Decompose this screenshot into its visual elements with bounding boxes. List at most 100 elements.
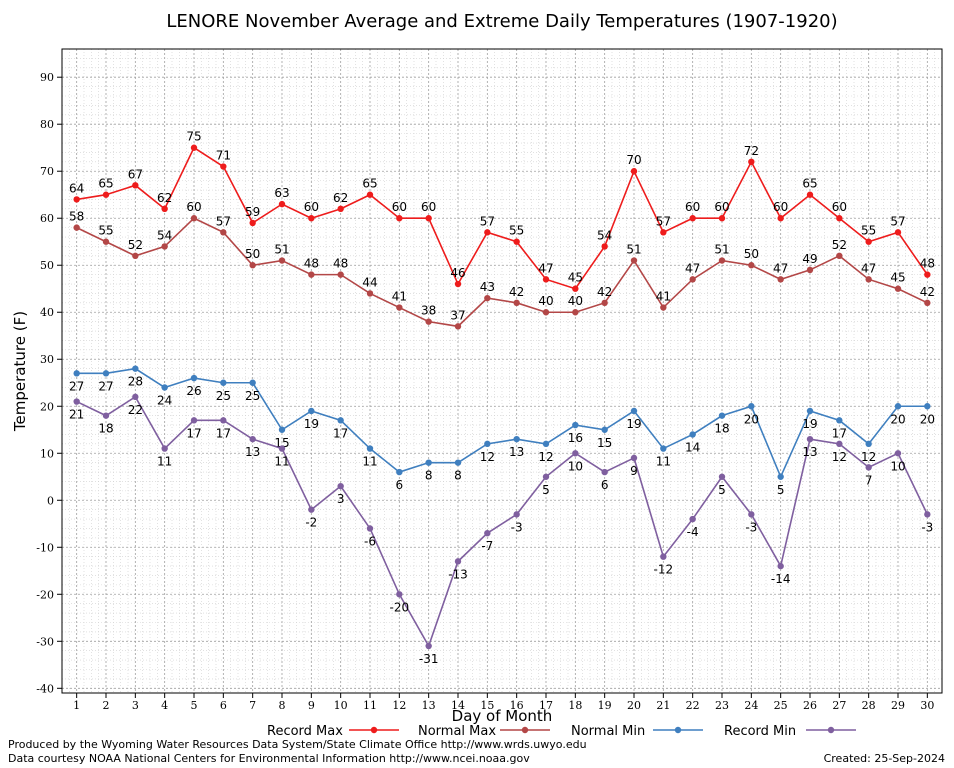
data-point-normal-max [806,266,814,274]
data-point-normal-max [337,271,344,278]
y-tick-label: 50 [40,259,54,272]
data-label-record-max: 48 [920,257,935,271]
data-label-normal-min: 19 [802,417,817,431]
data-point-normal-min [366,445,374,452]
grid-lines [62,48,942,693]
data-label-normal-min: 6 [396,478,404,492]
data-label-normal-min: 17 [333,426,348,440]
y-tick-label: -40 [36,682,54,695]
data-point-record-min [924,511,931,518]
data-label-record-min: 7 [865,473,873,487]
data-label-normal-min: 8 [454,469,462,483]
y-tick-label: 80 [40,118,54,131]
data-label-normal-min: 12 [861,450,876,464]
data-label-normal-min: 18 [714,422,729,436]
x-tick-label: 23 [715,699,729,712]
data-point-normal-min [337,417,344,424]
data-label-normal-max: 51 [626,243,641,257]
y-tick-label: 10 [40,447,54,460]
data-point-record-max [190,144,198,151]
data-label-normal-max: 60 [186,200,201,214]
data-label-normal-min: 17 [832,426,847,440]
data-point-record-max [425,215,432,222]
data-label-record-max: 60 [421,200,436,214]
data-label-normal-max: 57 [216,214,231,228]
data-label-record-max: 47 [538,261,553,275]
data-label-record-max: 55 [861,224,876,238]
data-point-record-max [718,215,726,222]
data-label-record-max: 55 [509,224,524,238]
data-label-normal-min: 11 [656,455,671,469]
data-label-normal-max: 45 [890,271,905,285]
data-point-normal-min [894,403,902,410]
x-axis-title: Day of Month [452,707,553,725]
data-label-record-max: 71 [216,149,231,163]
data-label-normal-max: 40 [568,294,583,308]
legend-marker-record-max [370,726,378,734]
data-label-normal-max: 47 [861,261,876,275]
data-point-normal-min [513,435,520,443]
data-point-record-min [689,515,696,523]
data-point-record-min [572,450,579,457]
series-line-normal-max [76,217,928,328]
footer-data-source: Data courtesy NOAA National Centers for … [8,752,530,765]
data-label-record-min: 21 [69,408,84,422]
data-label-record-max: 60 [714,200,729,214]
data-point-record-min [630,454,638,462]
data-label-record-min: -4 [687,525,699,539]
x-tick-label: 15 [480,699,494,712]
x-tick-label: 27 [832,699,846,712]
data-point-record-max [396,215,403,222]
data-label-record-max: 57 [480,214,495,228]
data-point-record-min [836,440,843,448]
x-tick-label: 29 [891,699,905,712]
data-point-normal-max [513,299,520,307]
data-label-record-min: -2 [305,516,317,530]
data-label-record-max: 59 [245,205,260,219]
data-label-record-max: 62 [157,191,172,205]
data-label-normal-min: 25 [216,389,231,403]
data-label-normal-min: 19 [304,417,319,431]
series-normal-min: 27 27 28 24 26 25 25 15 19 17 11 6 8 8 12 13 12 16 15 19 11 1… [69,365,935,497]
x-tick-label: 30 [920,699,934,712]
data-point-record-max [308,215,315,222]
data-label-record-max: 70 [626,153,641,167]
data-point-normal-max [249,262,256,269]
x-tick-label: 25 [774,699,788,712]
data-label-normal-min: 25 [245,389,260,403]
y-tick-label: 30 [40,353,54,366]
data-point-record-max [73,196,80,203]
data-label-record-max: 65 [362,177,377,191]
data-point-record-max [777,215,784,222]
data-point-record-max [689,215,696,222]
x-tick-label: 10 [334,699,348,712]
data-label-normal-max: 37 [450,308,465,322]
data-point-record-max [484,229,491,236]
data-label-record-min: 10 [890,459,905,473]
data-label-normal-max: 42 [920,285,935,299]
data-point-normal-max [190,215,198,222]
x-tick-label: 21 [656,699,670,712]
data-label-record-min: -31 [419,652,439,666]
data-point-record-min [308,506,315,513]
data-point-record-min [806,435,814,443]
data-point-record-max [132,182,139,189]
legend-marker-record-min [827,726,835,734]
data-point-record-max [601,243,608,250]
data-point-normal-max [836,252,843,260]
series-normal-max: 58 55 52 54 60 57 50 51 48 48 44 41 38 37 43 42 40 40 42 51… [69,200,935,330]
legend-marker-normal-max [521,726,529,734]
x-tick-label: 17 [539,699,553,712]
legend-item-normal-min: Normal Min [571,724,703,739]
data-point-normal-max [748,262,755,269]
data-label-record-min: 10 [568,459,583,473]
x-tick-label: 5 [191,699,198,712]
data-point-record-max [220,163,227,170]
data-label-normal-max: 47 [773,261,788,275]
data-point-record-max [337,205,344,213]
data-point-normal-max [102,238,110,245]
x-tick-label: 26 [803,699,817,712]
data-label-record-max: 60 [392,200,407,214]
